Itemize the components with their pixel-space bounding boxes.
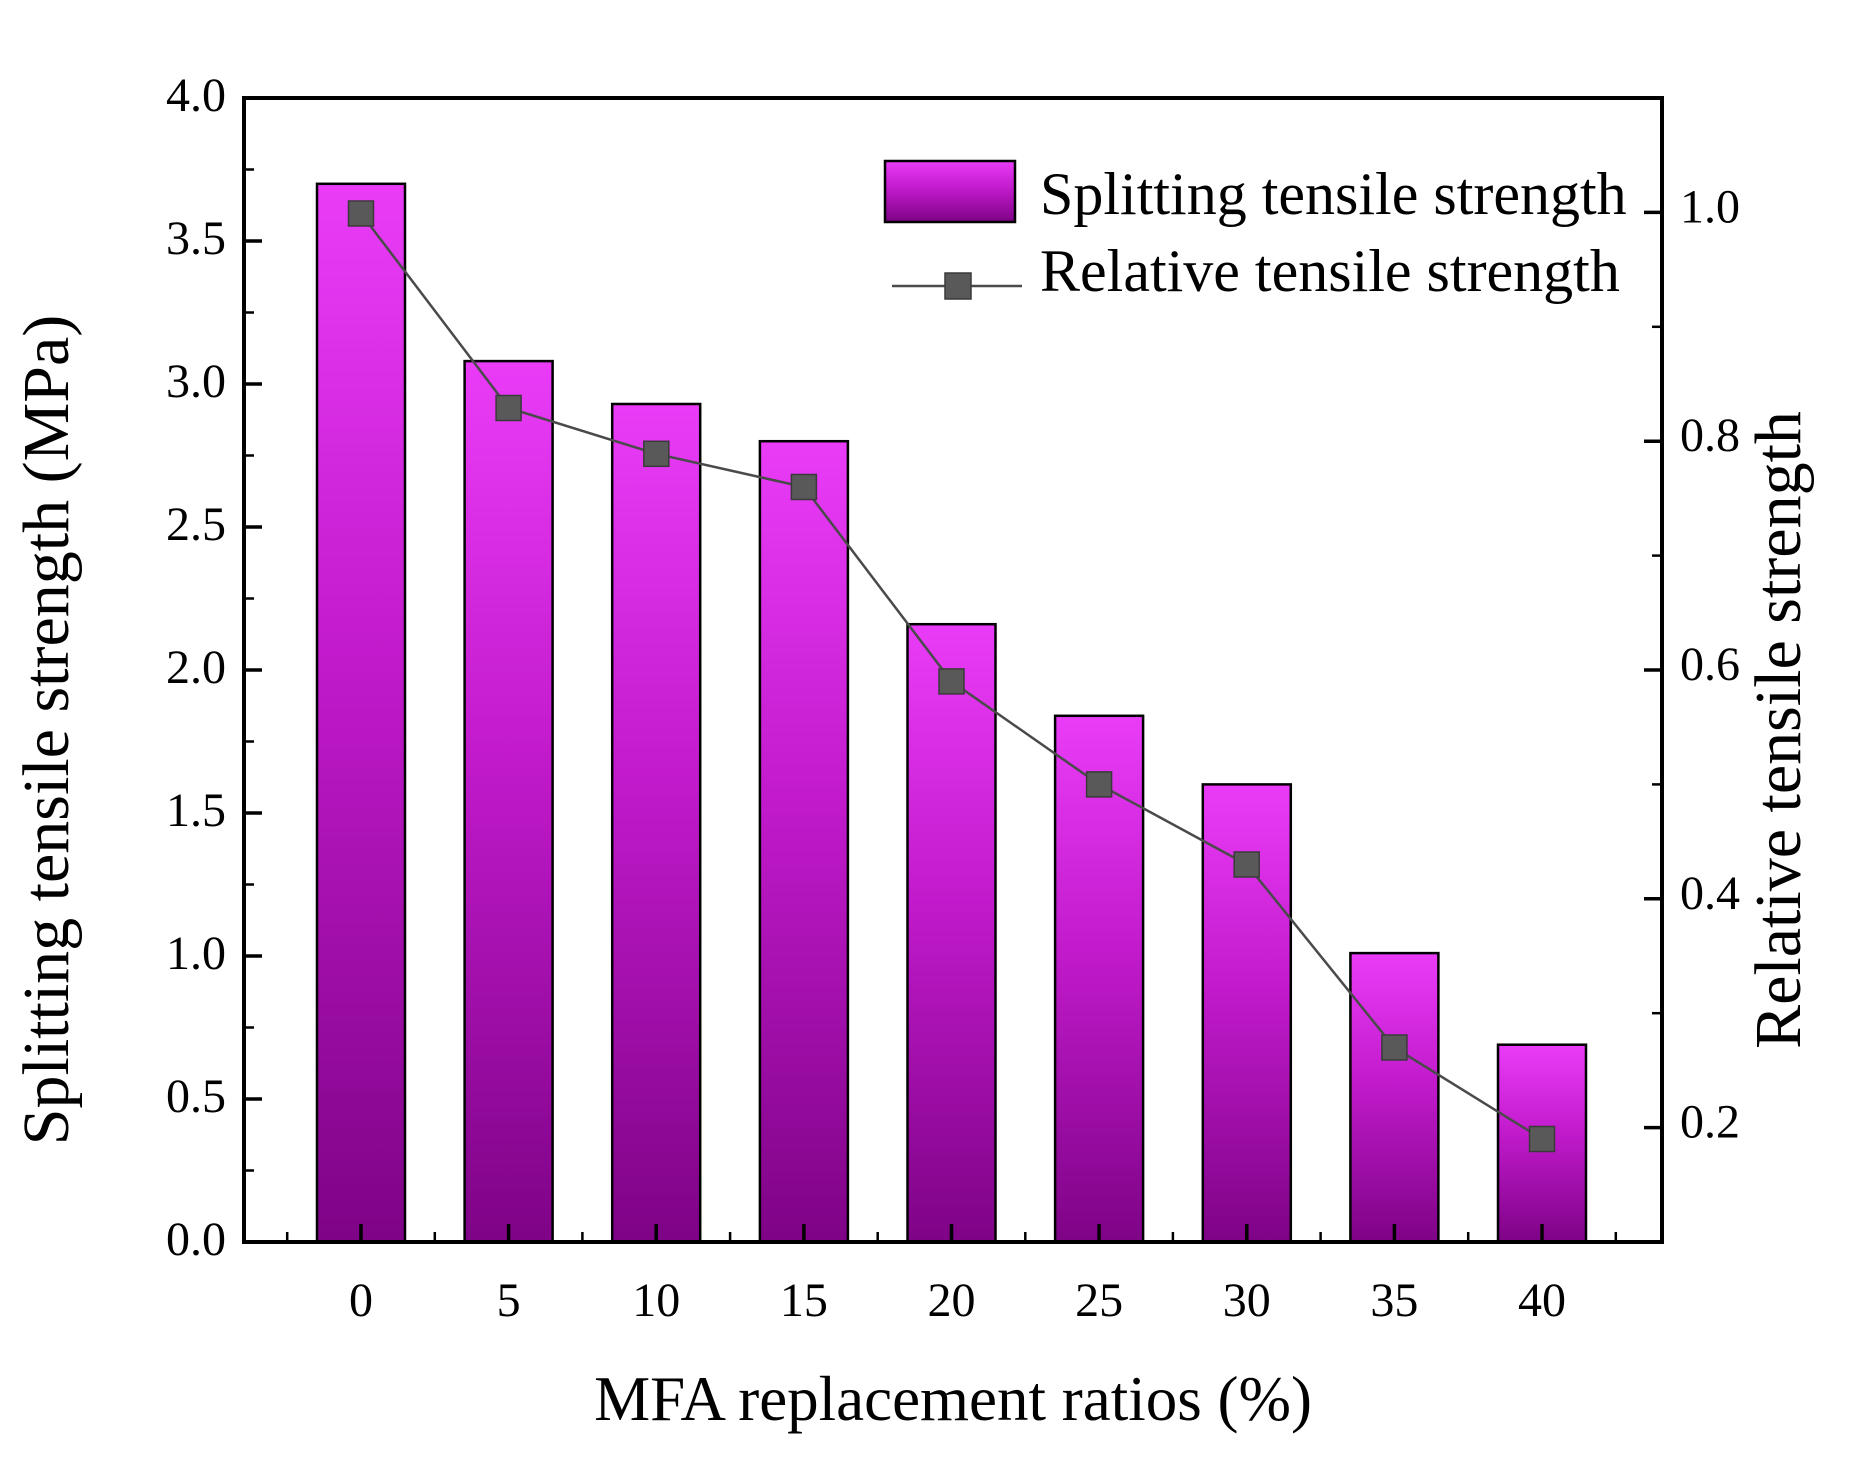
svg-text:Splitting tensile strength: Splitting tensile strength: [1040, 161, 1627, 227]
svg-text:0.4: 0.4: [1680, 867, 1740, 920]
svg-text:1.0: 1.0: [1680, 180, 1740, 233]
svg-text:30: 30: [1223, 1274, 1271, 1327]
svg-text:2.0: 2.0: [166, 641, 226, 694]
svg-text:0.6: 0.6: [1680, 638, 1740, 691]
svg-text:0.2: 0.2: [1680, 1096, 1740, 1149]
svg-text:15: 15: [780, 1274, 828, 1327]
svg-text:35: 35: [1370, 1274, 1418, 1327]
svg-text:Relative tensile strength: Relative tensile strength: [1742, 411, 1815, 1049]
svg-text:10: 10: [632, 1274, 680, 1327]
svg-text:1.5: 1.5: [166, 784, 226, 837]
svg-text:MFA replacement ratios (%): MFA replacement ratios (%): [594, 1364, 1312, 1434]
svg-text:40: 40: [1518, 1274, 1566, 1327]
svg-text:0.5: 0.5: [166, 1070, 226, 1123]
svg-text:3.5: 3.5: [166, 212, 226, 265]
svg-text:3.0: 3.0: [166, 355, 226, 408]
svg-text:Splitting tensile strength (MP: Splitting tensile strength (MPa): [10, 315, 83, 1145]
svg-text:5: 5: [497, 1274, 521, 1327]
svg-text:20: 20: [928, 1274, 976, 1327]
svg-text:0: 0: [349, 1274, 373, 1327]
svg-text:2.5: 2.5: [166, 498, 226, 551]
svg-text:4.0: 4.0: [166, 69, 226, 122]
svg-text:0.0: 0.0: [166, 1213, 226, 1266]
svg-text:0.8: 0.8: [1680, 409, 1740, 462]
svg-text:Relative tensile strength: Relative tensile strength: [1040, 238, 1620, 304]
svg-text:25: 25: [1075, 1274, 1123, 1327]
svg-text:1.0: 1.0: [166, 927, 226, 980]
